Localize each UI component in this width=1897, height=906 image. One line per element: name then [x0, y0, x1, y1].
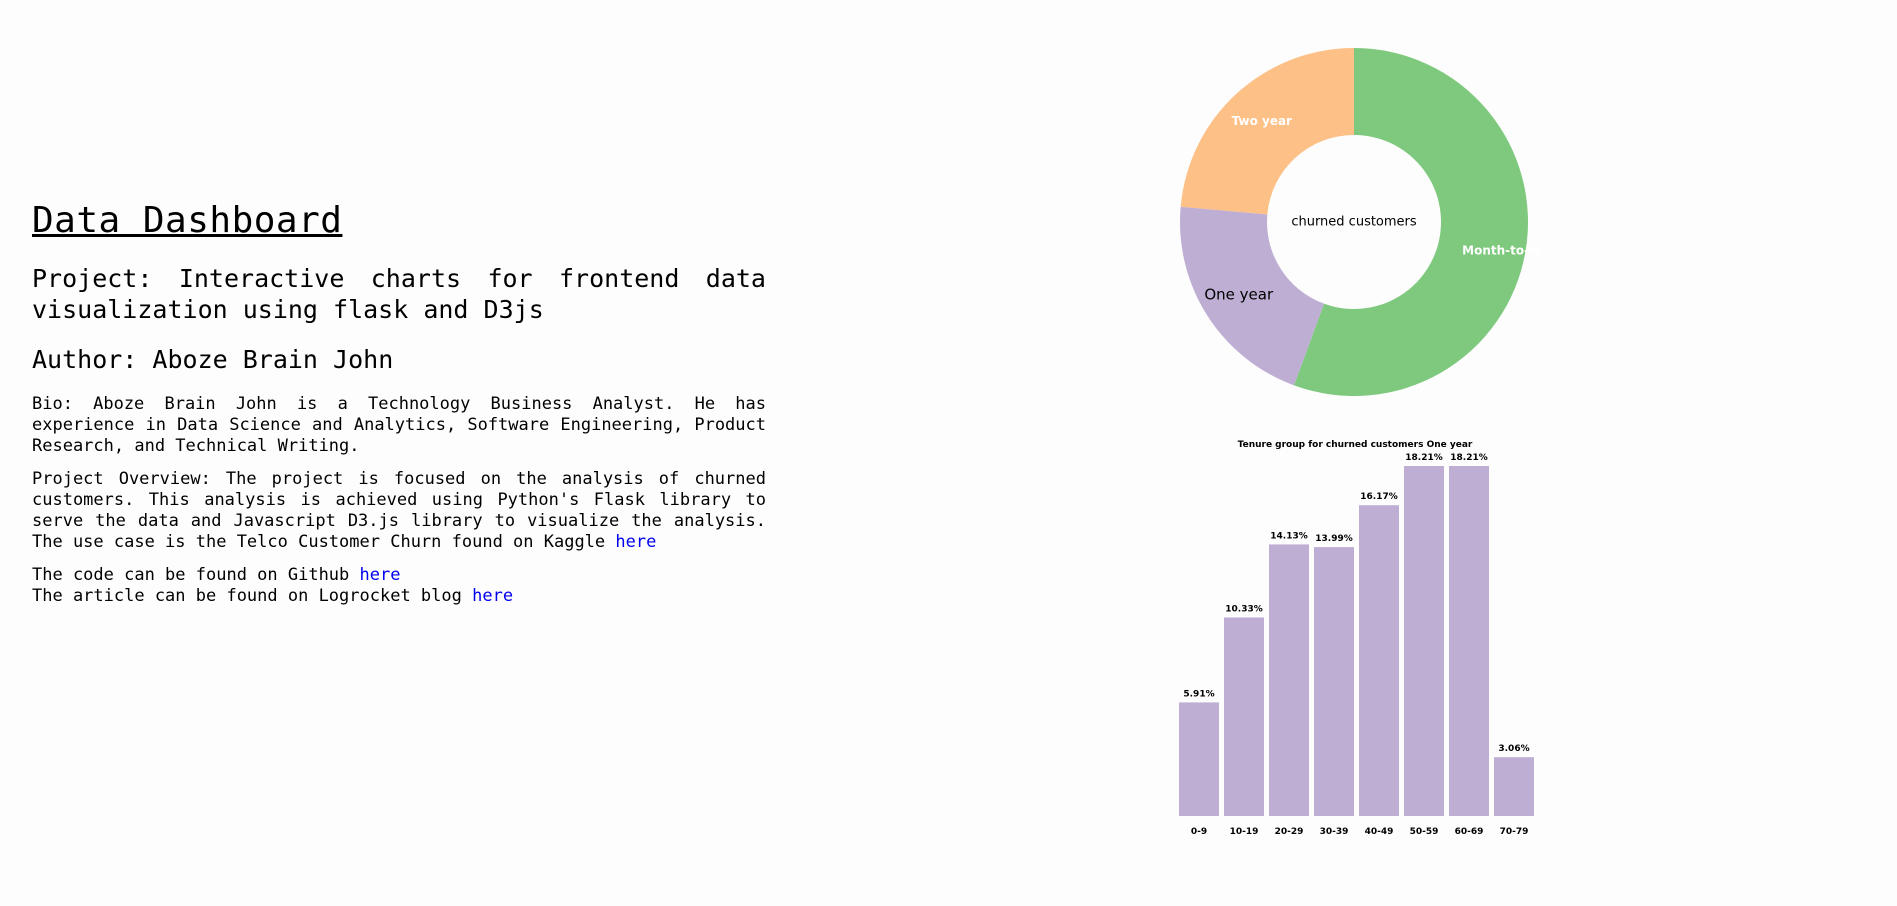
github-line: The code can be found on Github here	[32, 565, 766, 586]
logrocket-link[interactable]: here	[472, 586, 514, 606]
bar-category-label: 30-39	[1320, 827, 1349, 837]
bar-value-label: 3.06%	[1498, 744, 1529, 754]
donut-center-label: churned customers	[1291, 215, 1417, 230]
bar[interactable]	[1269, 544, 1309, 816]
donut-slice-label: Two year	[1232, 114, 1292, 128]
bar-category-label: 10-19	[1230, 827, 1259, 837]
bar[interactable]	[1494, 757, 1534, 816]
bar-value-label: 5.91%	[1183, 689, 1214, 699]
bar[interactable]	[1179, 702, 1219, 816]
bar[interactable]	[1224, 617, 1264, 816]
author-line: Author: Aboze Brain John	[32, 345, 766, 374]
kaggle-link[interactable]: here	[615, 532, 657, 552]
project-text: Interactive charts for frontend data vis…	[32, 264, 766, 324]
bar-value-label: 16.17%	[1360, 492, 1398, 502]
info-panel: Data Dashboard Project: Interactive char…	[32, 200, 766, 607]
bar[interactable]	[1314, 547, 1354, 816]
bio-text: Bio: Aboze Brain John is a Technology Bu…	[32, 394, 766, 456]
bar-category-label: 0-9	[1191, 827, 1207, 837]
bar-category-label: 50-59	[1410, 827, 1439, 837]
project-description: Project: Interactive charts for frontend…	[32, 263, 766, 325]
github-link[interactable]: here	[359, 565, 401, 585]
bar-svg: Tenure group for churned customers One y…	[1179, 440, 1534, 837]
bar-value-label: 13.99%	[1315, 534, 1353, 544]
author-label: Author:	[32, 345, 138, 374]
bar-category-label: 40-49	[1365, 827, 1394, 837]
bar[interactable]	[1449, 466, 1489, 816]
links-block: The code can be found on Github here The…	[32, 565, 766, 607]
project-label: Project:	[32, 264, 153, 293]
overview-text: Project Overview: The project is focused…	[32, 469, 766, 552]
bar-value-label: 18.21%	[1450, 453, 1488, 463]
donut-slice[interactable]	[1180, 48, 1354, 215]
bar[interactable]	[1359, 505, 1399, 816]
bar-chart-title: Tenure group for churned customers One y…	[1238, 440, 1473, 450]
article-line: The article can be found on Logrocket bl…	[32, 586, 766, 607]
bar-value-label: 10.33%	[1225, 604, 1263, 614]
donut-slice-label: One year	[1204, 286, 1274, 304]
overview-paragraph: Project Overview: The project is focused…	[32, 469, 766, 553]
donut-slice[interactable]	[1294, 48, 1528, 396]
donut-slice-label: Month-to-month	[1462, 244, 1540, 258]
contract-donut-chart: Month-to-month One year Two year churned cu…	[1170, 40, 1573, 410]
bar-category-label: 70-79	[1500, 827, 1529, 837]
bar-value-label: 18.21%	[1405, 453, 1443, 463]
bar-category-label: 20-29	[1275, 827, 1304, 837]
donut-svg: Month-to-month One year Two year churned cu…	[1180, 48, 1573, 396]
tenure-bar-chart: Tenure group for churned customers One y…	[1170, 430, 1550, 850]
author-name: Aboze Brain John	[152, 345, 394, 374]
page-title: Data Dashboard	[32, 200, 343, 241]
bar-value-label: 14.13%	[1270, 531, 1308, 541]
bar[interactable]	[1404, 466, 1444, 816]
bar-category-label: 60-69	[1455, 827, 1484, 837]
github-text: The code can be found on Github	[32, 565, 350, 585]
article-text: The article can be found on Logrocket bl…	[32, 586, 462, 606]
donut-slice[interactable]	[1180, 206, 1325, 386]
